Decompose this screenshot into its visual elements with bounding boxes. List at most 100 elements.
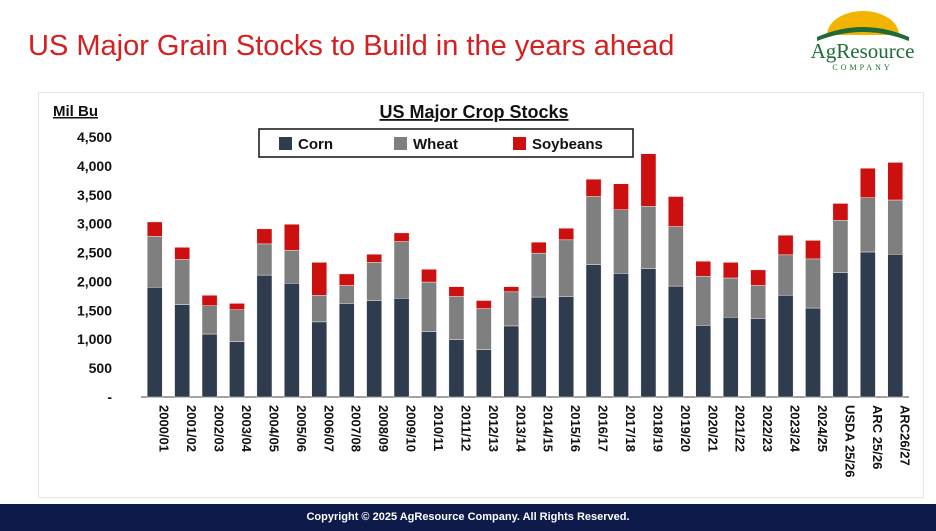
agresource-logo: AgResource COMPANY <box>795 5 930 75</box>
legend-label-corn: Corn <box>298 136 333 153</box>
bar-wheat <box>201 305 218 335</box>
x-tick-label: 2006/07 <box>321 405 336 452</box>
y-axis-label: Mil Bu <box>53 103 98 120</box>
chart-panel: US Major Crop Stocks Mil Bu - 500 1,000 1,500… <box>38 92 924 498</box>
bar-corn <box>338 303 355 398</box>
x-tick-label: 2007/08 <box>349 405 364 452</box>
bar-wheat <box>722 277 739 318</box>
bar-corn <box>530 296 547 398</box>
bar-soybeans <box>146 221 163 237</box>
bar-corn <box>448 339 465 398</box>
bar-soybeans <box>668 196 684 227</box>
bar-corn <box>722 317 739 398</box>
bar-wheat <box>174 259 190 305</box>
x-tick-label: 2002/03 <box>212 405 227 452</box>
bar-wheat <box>558 239 574 297</box>
bar-soybeans <box>256 228 273 245</box>
bar-soybeans <box>750 269 766 286</box>
sun-arc-icon <box>817 11 909 41</box>
footer-bar: Copyright © 2025 AgResource Company. All… <box>0 504 936 531</box>
y-tick-label: 2,500 <box>77 245 112 261</box>
bar-soybeans <box>476 300 492 309</box>
bar-wheat <box>832 219 849 273</box>
bar-soybeans <box>530 241 547 254</box>
bar-corn <box>421 331 437 398</box>
bar-corn <box>860 251 876 398</box>
bar-wheat <box>503 291 520 327</box>
bar-wheat <box>805 258 821 309</box>
x-tick-label: 2004/05 <box>266 405 281 452</box>
bar-wheat <box>366 262 382 301</box>
bar-soybeans <box>311 262 328 296</box>
bar-wheat <box>311 295 328 323</box>
x-tick-label: 2018/19 <box>650 405 665 452</box>
bar-wheat <box>750 285 766 319</box>
y-tick-label: 500 <box>89 360 113 376</box>
bar-soybeans <box>722 262 739 279</box>
legend-swatch-wheat <box>394 137 407 150</box>
bar-corn <box>613 273 629 398</box>
bar-corn <box>174 304 190 398</box>
bar-corn <box>476 349 492 398</box>
x-tick-label: 2008/09 <box>376 405 391 452</box>
y-tick-label: 3,500 <box>77 187 112 203</box>
x-tick-label: 2022/23 <box>760 405 775 452</box>
bar-wheat <box>284 250 300 284</box>
x-tick-label: 2019/20 <box>678 405 693 452</box>
bar-soybeans <box>860 167 876 198</box>
bar-corn <box>393 297 410 398</box>
bar-wheat <box>860 197 876 253</box>
bar-wheat <box>668 226 684 287</box>
y-tick-label: 2,000 <box>77 273 112 289</box>
bar-corn <box>284 282 300 398</box>
bar-corn <box>201 333 218 398</box>
bar-soybeans <box>887 162 904 201</box>
legend-swatch-soybeans <box>513 137 526 150</box>
chart-title: US Major Crop Stocks <box>379 102 568 122</box>
x-tick-label: 2011/12 <box>458 405 473 451</box>
bar-corn <box>503 325 520 398</box>
bar-corn <box>229 341 245 398</box>
x-tick-label: USDA 25/26 <box>842 405 857 478</box>
bar-soybeans <box>338 273 355 286</box>
bar-wheat <box>530 252 547 298</box>
x-tick-label: 2023/24 <box>788 405 803 453</box>
bar-corn <box>585 264 602 398</box>
bar-wheat <box>640 206 657 269</box>
x-tick-label: 2003/04 <box>239 405 254 453</box>
logo-subtitle: COMPANY <box>832 63 893 72</box>
bar-soybeans <box>421 269 437 283</box>
bar-corn <box>668 285 684 398</box>
stacked-bar-chart: US Major Crop Stocks Mil Bu - 500 1,000 1,500… <box>53 102 912 478</box>
bar-corn <box>146 287 163 398</box>
x-tick-label: 2017/18 <box>623 405 638 452</box>
legend-box <box>258 128 634 158</box>
x-tick-label: 2012/13 <box>486 405 501 452</box>
bar-wheat <box>393 241 410 299</box>
bar-soybeans <box>229 303 245 310</box>
bar-soybeans <box>448 286 465 297</box>
bar-wheat <box>613 209 629 274</box>
bar-corn <box>640 268 657 398</box>
x-tick-label: 2010/11 <box>431 405 446 451</box>
bar-soybeans <box>284 224 300 251</box>
y-tick-label: 1,000 <box>77 331 112 347</box>
x-tick-label: 2000/01 <box>157 405 172 452</box>
x-tick-label: 2005/06 <box>294 405 309 452</box>
bar-corn <box>311 321 328 398</box>
bar-wheat <box>777 254 794 296</box>
bar-wheat <box>146 236 163 288</box>
bar-soybeans <box>201 295 218 306</box>
y-tick-label: - <box>107 389 112 405</box>
bar-wheat <box>476 308 492 350</box>
bar-corn <box>777 295 794 398</box>
bar-wheat <box>256 243 273 276</box>
y-tick-label: 3,000 <box>77 216 112 232</box>
bar-soybeans <box>695 261 712 277</box>
bar-corn <box>805 307 821 398</box>
bar-soybeans <box>777 235 794 256</box>
x-tick-label: 2013/14 <box>513 405 528 453</box>
legend-label-soybeans: Soybeans <box>532 136 603 153</box>
x-tick-label: ARC 25/26 <box>870 405 885 469</box>
bar-soybeans <box>393 232 410 242</box>
